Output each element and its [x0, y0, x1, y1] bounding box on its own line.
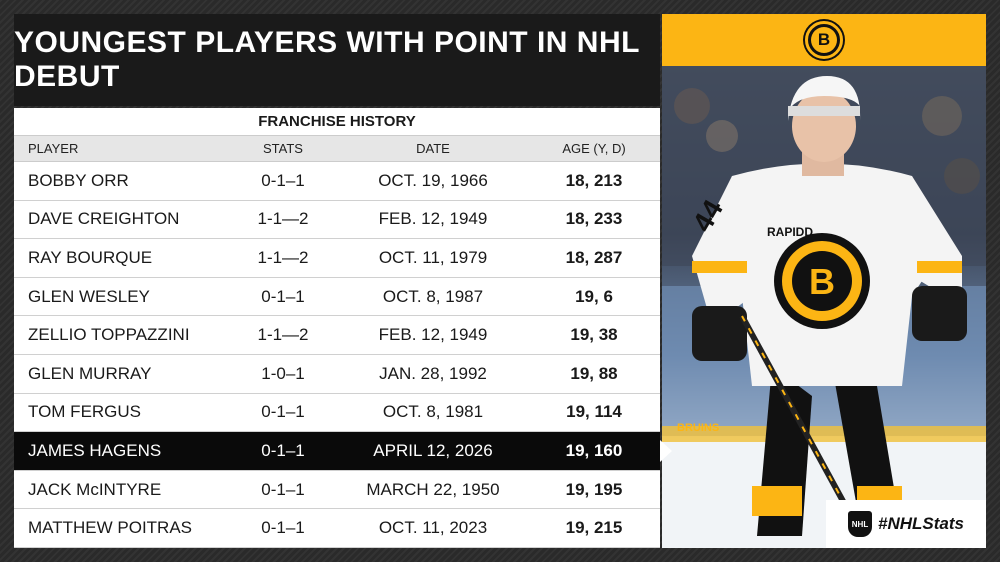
table-row-highlighted: JAMES HAGENS 0-1–1 APRIL 12, 2026 19, 160 — [14, 432, 660, 471]
column-header-stats: STATS — [263, 141, 303, 156]
stats-cell: 0-1–1 — [261, 170, 305, 190]
table-row: ZELLIO TOPPAZZINI 1-1—2 FEB. 12, 1949 19, 3… — [14, 316, 660, 355]
date-cell: MARCH 22, 1950 — [366, 479, 500, 499]
table-row: MATTHEW POITRAS 0-1–1 OCT. 11, 2023 19, 215 — [14, 509, 660, 548]
player-panel: B — [662, 14, 986, 548]
stats-cell: 0-1–1 — [261, 402, 305, 422]
player-cell: DAVE CREIGHTON — [28, 209, 180, 229]
player-photo: B RAPIDD 44 BRUINS NHL #NHLStats — [662, 66, 986, 548]
age-cell: 19, 195 — [565, 479, 623, 499]
jersey-sponsor: RAPIDD — [767, 225, 813, 239]
age-cell: 19, 215 — [565, 518, 623, 538]
table-row: RAY BOURQUE 1-1—2 OCT. 11, 1979 18, 287 — [14, 239, 660, 278]
section-heading: FRANCHISE HISTORY — [14, 108, 660, 136]
age-cell: 18, 233 — [565, 209, 623, 229]
player-cell: ZELLIO TOPPAZZINI — [28, 325, 190, 345]
bruins-logo-letter: B — [811, 27, 837, 53]
page-title: YOUNGEST PLAYERS WITH POINT IN NHL DEBUT — [14, 26, 640, 93]
stats-cell: 1-0–1 — [261, 363, 305, 383]
stats-cell: 0-1–1 — [261, 440, 305, 460]
jersey-crest-letter: B — [809, 261, 835, 302]
pants-patch: BRUINS — [677, 422, 719, 434]
column-header-row: PLAYER STATS DATE AGE (Y, D) — [14, 136, 660, 162]
age-cell: 19, 160 — [565, 440, 623, 460]
date-cell: OCT. 8, 1987 — [382, 286, 484, 306]
highlight-pointer-icon — [660, 440, 672, 463]
date-cell: OCT. 11, 2023 — [378, 518, 488, 538]
column-header-date: DATE — [416, 141, 450, 156]
table-row: GLEN WESLEY 0-1–1 OCT. 8, 1987 19, 6 — [14, 277, 660, 317]
date-cell: JAN. 28, 1992 — [379, 363, 487, 383]
column-header-age: AGE (Y, D) — [562, 141, 626, 156]
hashtag-text: #NHLStats — [878, 514, 964, 533]
stats-cell: 0-1–1 — [261, 518, 305, 538]
table-row: TOM FERGUS 0-1–1 OCT. 8, 1981 19, 114 — [14, 393, 660, 433]
nhl-shield-text: NHL — [851, 519, 869, 529]
player-cell: GLEN WESLEY — [28, 286, 150, 306]
age-cell: 18, 213 — [565, 170, 623, 190]
date-cell: OCT. 11, 1979 — [378, 247, 488, 267]
table-row: GLEN MURRAY 1-0–1 JAN. 28, 1992 19, 88 — [14, 354, 660, 394]
team-logo-bar: B — [662, 14, 986, 66]
player-cell: TOM FERGUS — [28, 402, 142, 422]
age-cell: 19, 38 — [570, 325, 618, 345]
table-row: BOBBY ORR 0-1–1 OCT. 19, 1966 18, 213 — [14, 162, 660, 201]
column-header-player: PLAYER — [28, 141, 79, 156]
age-cell: 19, 88 — [570, 363, 618, 383]
stats-cell: 0-1–1 — [261, 479, 305, 499]
stats-cell: 0-1–1 — [261, 286, 305, 306]
player-cell: JAMES HAGENS — [28, 440, 162, 460]
age-cell: 19, 6 — [575, 286, 613, 306]
date-cell: OCT. 8, 1981 — [382, 402, 484, 422]
player-illustration: B RAPIDD 44 BRUINS — [662, 66, 986, 548]
stats-cell: 1-1—2 — [257, 325, 309, 345]
table-row: JACK McINTYRE 0-1–1 MARCH 22, 1950 19, 195 — [14, 470, 660, 510]
player-cell: JACK McINTYRE — [28, 479, 162, 499]
player-cell: RAY BOURQUE — [28, 247, 153, 267]
nhl-shield-icon: NHL — [848, 511, 873, 537]
date-cell: APRIL 12, 2026 — [373, 440, 493, 460]
stats-cell: 1-1—2 — [257, 209, 309, 229]
stats-table: FRANCHISE HISTORY PLAYER STATS DATE AGE … — [14, 108, 660, 548]
bruins-logo: B — [805, 21, 843, 59]
player-cell: MATTHEW POITRAS — [28, 518, 193, 538]
age-cell: 18, 287 — [565, 247, 623, 267]
stats-cell: 1-1—2 — [257, 247, 309, 267]
title-bar: YOUNGEST PLAYERS WITH POINT IN NHL DEBUT — [14, 14, 660, 106]
date-cell: FEB. 12, 1949 — [378, 209, 488, 229]
date-cell: FEB. 12, 1949 — [378, 325, 488, 345]
player-cell: BOBBY ORR — [28, 170, 129, 190]
player-cell: GLEN MURRAY — [28, 363, 152, 383]
date-cell: OCT. 19, 1966 — [378, 170, 488, 190]
hashtag-badge: NHL #NHLStats — [826, 500, 986, 548]
age-cell: 19, 114 — [566, 402, 622, 422]
table-row: DAVE CREIGHTON 1-1—2 FEB. 12, 1949 18, 233 — [14, 200, 660, 240]
